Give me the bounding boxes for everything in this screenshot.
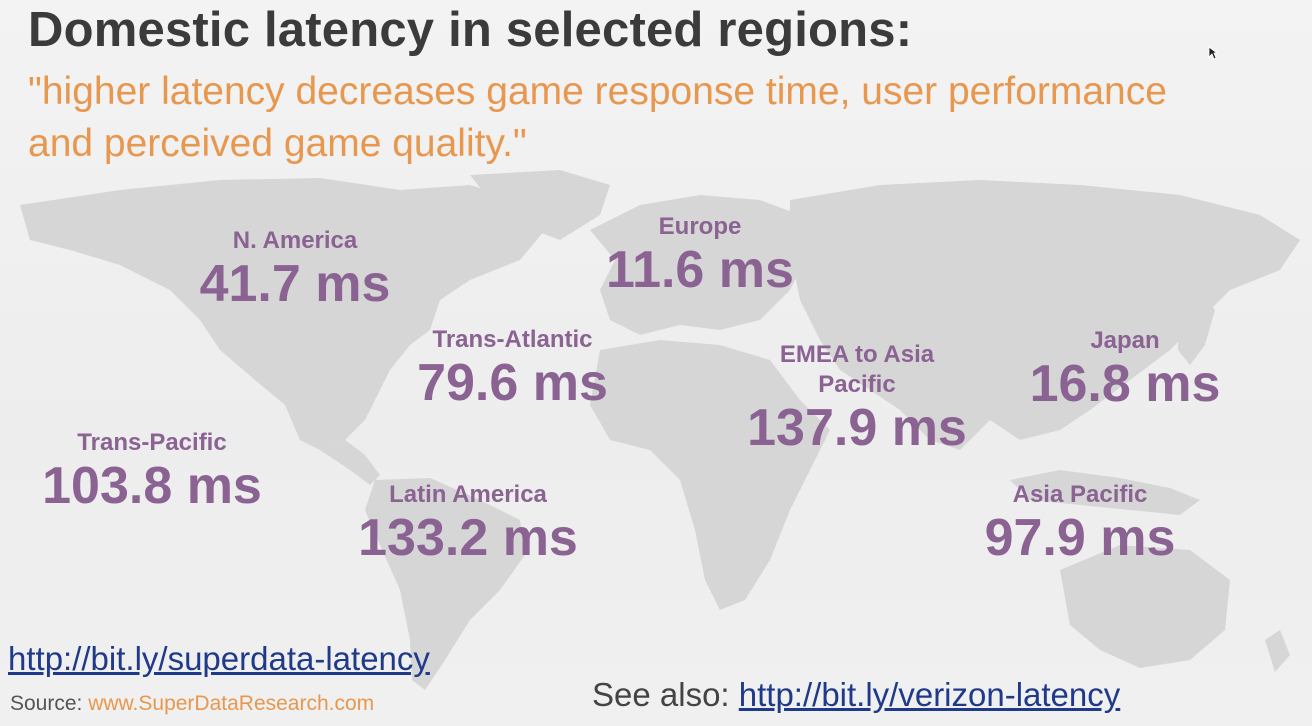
region-latency: 103.8 ms xyxy=(42,457,262,515)
region-latency: 16.8 ms xyxy=(1029,355,1221,413)
region-name: Latin America xyxy=(389,481,547,508)
see-also-label: See also: xyxy=(592,676,730,713)
region-latency: 97.9 ms xyxy=(984,509,1176,567)
landmass-australia xyxy=(1060,545,1230,668)
region-asia-pacific: Asia Pacific 97.9 ms xyxy=(960,480,1200,566)
region-name: N. America xyxy=(232,227,358,254)
slide-title: Domestic latency in selected regions: xyxy=(28,3,913,57)
region-trans-atlantic: Trans-Atlantic 79.6 ms xyxy=(395,325,630,411)
landmass-greenland xyxy=(470,170,610,240)
landmass-africa xyxy=(590,340,830,610)
mouse-cursor-icon xyxy=(1208,46,1218,60)
see-also-line: See also: http://bit.ly/verizon-latency xyxy=(592,676,1120,714)
quote-text: "higher latency decreases game response … xyxy=(28,66,1312,170)
source-url-link[interactable]: www.SuperDataResearch.com xyxy=(88,692,375,715)
landmass-japan xyxy=(1178,290,1215,365)
landmass-southeast-asia-islands xyxy=(1010,470,1200,515)
region-name: Japan xyxy=(1090,327,1160,354)
verizon-latency-link[interactable]: http://bit.ly/verizon-latency xyxy=(738,676,1121,713)
region-emea-to-asia-pacific: EMEA to Asia Pacific 137.9 ms xyxy=(722,340,992,456)
source-credit: Source: www.SuperDataResearch.com xyxy=(10,692,374,716)
region-name: EMEA to Asia Pacific xyxy=(779,341,935,398)
region-name: Europe xyxy=(658,213,742,240)
landmass-north-america xyxy=(20,178,545,450)
superdata-latency-link[interactable]: http://bit.ly/superdata-latency xyxy=(8,640,430,677)
region-name: Asia Pacific xyxy=(1012,481,1148,508)
region-europe: Europe 11.6 ms xyxy=(580,212,820,298)
region-name: Trans-Atlantic xyxy=(432,326,593,353)
landmass-new-zealand xyxy=(1265,630,1290,672)
region-latency: 79.6 ms xyxy=(417,354,608,412)
region-latency: 11.6 ms xyxy=(606,241,794,299)
region-latency: 41.7 ms xyxy=(199,255,391,313)
region-name: Trans-Pacific xyxy=(77,429,227,456)
region-latency: 133.2 ms xyxy=(358,509,578,567)
quote-line-1: "higher latency decreases game response … xyxy=(28,70,1167,113)
region-latency: 137.9 ms xyxy=(747,399,967,457)
region-latin-america: Latin America 133.2 ms xyxy=(338,480,598,566)
quote-line-2: and perceived game quality." xyxy=(28,122,527,165)
source-label: Source: xyxy=(10,692,83,715)
region-trans-pacific: Trans-Pacific 103.8 ms xyxy=(22,428,282,514)
landmass-europe xyxy=(590,195,810,335)
region-japan: Japan 16.8 ms xyxy=(1010,326,1240,412)
landmass-central-america xyxy=(320,440,380,485)
region-north-america: N. America 41.7 ms xyxy=(180,226,410,312)
landmass-south-america xyxy=(365,478,525,690)
landmass-asia xyxy=(790,180,1300,450)
